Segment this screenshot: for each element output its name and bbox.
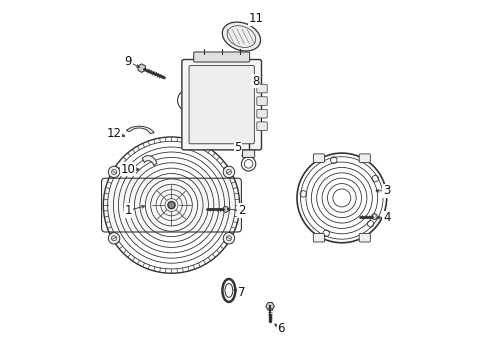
Ellipse shape (222, 279, 235, 302)
Circle shape (371, 214, 377, 220)
Polygon shape (266, 302, 274, 310)
Text: 11: 11 (248, 12, 263, 25)
Text: 9: 9 (124, 55, 132, 68)
FancyBboxPatch shape (313, 233, 324, 242)
Ellipse shape (222, 22, 261, 51)
Text: 2: 2 (238, 204, 245, 217)
FancyBboxPatch shape (194, 52, 250, 62)
FancyBboxPatch shape (257, 109, 267, 118)
Polygon shape (138, 64, 146, 72)
FancyBboxPatch shape (359, 233, 370, 242)
Text: 3: 3 (383, 184, 391, 197)
Circle shape (168, 202, 175, 209)
FancyBboxPatch shape (257, 84, 267, 93)
Circle shape (223, 207, 228, 212)
Text: 1: 1 (124, 204, 132, 217)
FancyBboxPatch shape (189, 66, 254, 144)
Text: 8: 8 (252, 75, 259, 88)
FancyBboxPatch shape (182, 59, 262, 150)
Text: 6: 6 (277, 322, 285, 335)
FancyBboxPatch shape (257, 97, 267, 105)
Text: 5: 5 (234, 141, 242, 154)
Circle shape (108, 233, 120, 244)
FancyBboxPatch shape (243, 148, 255, 157)
Text: 4: 4 (383, 211, 391, 224)
Circle shape (223, 166, 235, 178)
Circle shape (108, 166, 120, 178)
FancyBboxPatch shape (359, 154, 370, 162)
Polygon shape (126, 126, 154, 134)
Text: 7: 7 (238, 287, 245, 300)
Circle shape (223, 233, 235, 244)
FancyBboxPatch shape (101, 178, 242, 232)
Text: 12: 12 (107, 127, 122, 140)
Polygon shape (142, 156, 157, 166)
FancyBboxPatch shape (257, 122, 267, 131)
Text: 10: 10 (121, 163, 136, 176)
FancyBboxPatch shape (313, 154, 324, 162)
